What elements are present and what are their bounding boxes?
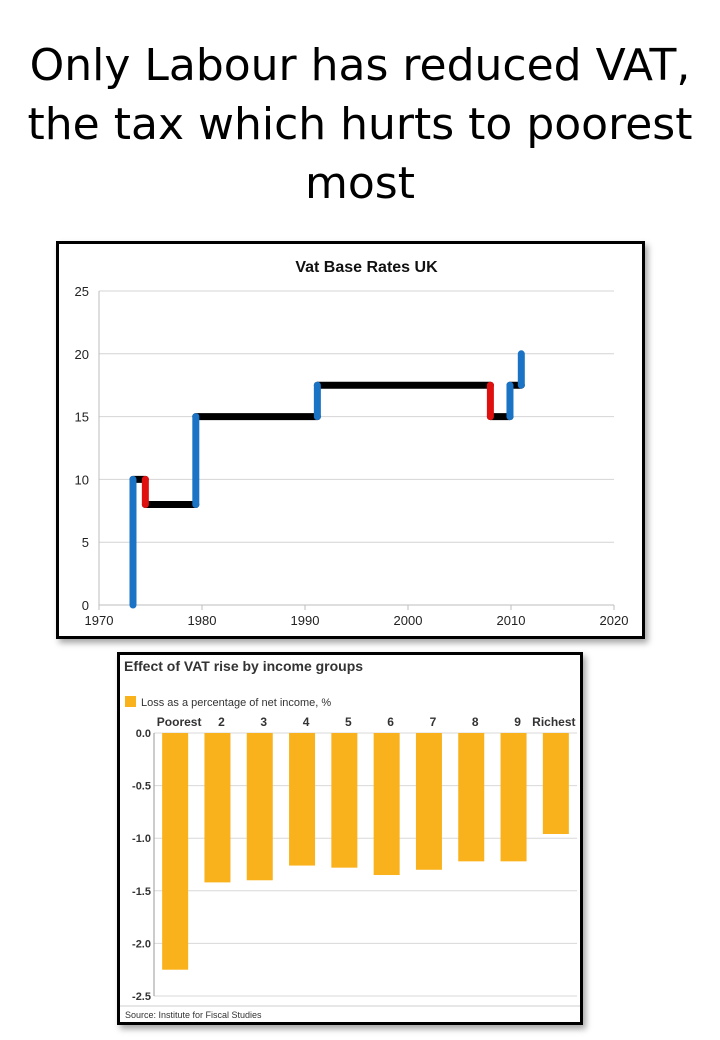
y-tick-label: -0.5 [132, 781, 151, 793]
bar-9 [500, 733, 527, 862]
x-tick-label: 2000 [394, 613, 423, 628]
category-label: 9 [514, 715, 521, 729]
bar-2 [204, 733, 231, 883]
bar-richest [542, 733, 569, 834]
y-tick-label: -1.0 [132, 833, 151, 845]
chart-title: Vat Base Rates UK [295, 259, 438, 276]
legend-label: Loss as a percentage of net income, % [141, 697, 331, 709]
y-tick-label: 20 [75, 347, 89, 362]
category-label: 8 [472, 715, 479, 729]
bar-8 [458, 733, 485, 862]
category-label: 5 [345, 715, 352, 729]
vat-rates-chart: Vat Base Rates UK 0 5 10 15 20 25 1970 1980 1990 2… [75, 259, 629, 628]
y-tick-label: 0 [82, 598, 89, 613]
vat-rates-chart-panel: Vat Base Rates UK 0 5 10 15 20 25 1970 1980 1990 2… [56, 241, 645, 639]
source-note: Source: Institute for Fiscal Studies [125, 1010, 262, 1020]
y-tick-label: 10 [75, 472, 89, 487]
category-label: 3 [260, 715, 267, 729]
category-label: 7 [430, 715, 437, 729]
bar-poorest [162, 733, 189, 970]
bar-5 [331, 733, 358, 868]
y-tick-label: -2.0 [132, 938, 151, 950]
vat-effect-chart: Effect of VAT rise by income groups Loss … [120, 658, 580, 1020]
vat-effect-chart-panel: Effect of VAT rise by income groups Loss … [117, 652, 583, 1025]
page-headline: Only Labour has reduced VAT, the tax whi… [27, 40, 693, 209]
category-label: 6 [387, 715, 394, 729]
y-tick-label: 0.0 [136, 728, 151, 740]
category-label: Poorest [157, 715, 202, 729]
bar-7 [415, 733, 442, 870]
chart-title: Effect of VAT rise by income groups [124, 658, 363, 674]
category-label: Richest [532, 715, 575, 729]
x-tick-label: 2010 [497, 613, 526, 628]
bar-4 [289, 733, 316, 866]
bar-3 [246, 733, 273, 881]
y-tick-label: -2.5 [132, 991, 151, 1003]
category-label: 4 [303, 715, 310, 729]
legend-swatch [125, 696, 136, 707]
y-tick-label: 15 [75, 410, 89, 425]
x-tick-label: 1980 [188, 613, 217, 628]
x-tick-label: 2020 [600, 613, 629, 628]
bar-6 [373, 733, 400, 876]
y-tick-label: 25 [75, 284, 89, 299]
y-tick-label: 5 [82, 535, 89, 550]
category-label: 2 [218, 715, 225, 729]
x-tick-label: 1970 [85, 613, 114, 628]
x-tick-label: 1990 [291, 613, 320, 628]
y-tick-label: -1.5 [132, 886, 151, 898]
